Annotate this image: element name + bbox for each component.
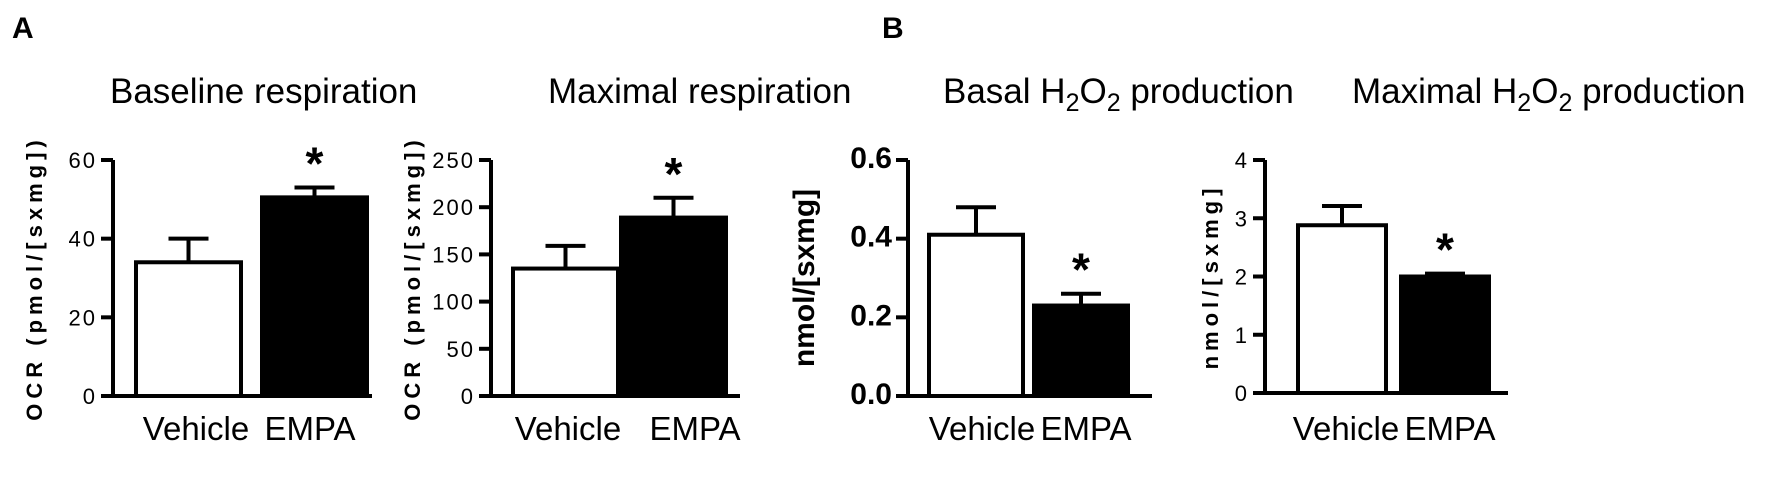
y-tick-label: 0 [83,384,97,409]
bar-vehicle [134,260,243,398]
y-tick-label: 250 [432,148,475,173]
y-tick-label: 0.0 [850,378,892,411]
category-label: EMPA [649,410,740,447]
chart-basal-h2o2-production: Basal H2O2 production 0.00.20.40.6nmol/[… [788,72,1294,447]
significance-marker: * [1072,244,1090,296]
category-label: Vehicle [515,410,621,447]
significance-marker: * [665,148,683,200]
chart-maximal-respiration: Maximal respiration 0 50 100 150 200 250 OCR (… [400,72,851,447]
title-part: production [1121,72,1294,111]
y-tick-label: 3 [1235,206,1249,231]
title-subscript: 2 [1558,89,1572,117]
bar-empa [1032,303,1130,398]
y-tick-label: 0.4 [850,221,892,254]
y-tick-label: 200 [432,195,475,220]
chart-maximal-h2o2-production: Maximal H2O2 production 01234nmol/[sxmg]… [1198,72,1746,447]
chart-title: Basal H2O2 production [943,72,1294,117]
y-tick-label: 0.6 [850,142,892,175]
y-tick-label: 0 [1235,381,1249,406]
y-tick-label: 1 [1235,323,1249,348]
panel-letter-a: A [12,12,34,45]
category-label: EMPA [1404,410,1495,447]
bar-empa [1399,274,1491,395]
y-tick-label: 100 [432,290,475,315]
title-part: production [1572,72,1745,111]
chart-title: Maximal respiration [548,72,851,111]
panel-letter-b: B [882,12,904,45]
category-label: EMPA [264,410,355,447]
bar-vehicle [927,232,1025,398]
chart-title: Maximal H2O2 production [1352,72,1746,117]
bar-vehicle [1296,223,1388,395]
y-axis-label: OCR (pmol/[sxmg]) [22,135,47,420]
y-tick-label: 2 [1235,265,1249,290]
y-axis-label: OCR (pmol/[sxmg]) [400,135,425,420]
bar-empa [260,195,369,398]
chart-title: Baseline respiration [110,72,417,111]
y-tick-label: 50 [447,337,475,362]
y-axis-label: nmol/[sxmg] [1198,184,1223,370]
bar-vehicle [511,266,620,398]
category-label: Vehicle [143,410,249,447]
title-part: Maximal H [1352,72,1517,111]
significance-marker: * [306,138,324,190]
category-label: Vehicle [929,410,1035,447]
y-axis-label: nmol/[sxmg] [788,189,821,367]
y-tick-label: 60 [69,148,97,173]
title-subscript: 2 [1066,89,1080,117]
y-tick-label: 0.2 [850,299,892,332]
category-label: EMPA [1040,410,1131,447]
title-subscript: 2 [1517,89,1531,117]
title-subscript: 2 [1107,89,1121,117]
title-part: O [1531,72,1558,111]
chart-baseline-respiration: Baseline respiration 0 20 40 60 OCR (pmol/[s… [22,72,417,447]
significance-marker: * [1436,224,1454,276]
y-tick-label: 0 [461,384,475,409]
y-tick-label: 20 [69,305,97,330]
title-part: Basal H [943,72,1066,111]
y-tick-label: 150 [432,242,475,267]
title-part: O [1079,72,1106,111]
y-tick-label: 4 [1235,148,1249,173]
category-label: Vehicle [1293,410,1399,447]
bar-empa [619,215,728,398]
y-tick-label: 40 [69,227,97,252]
